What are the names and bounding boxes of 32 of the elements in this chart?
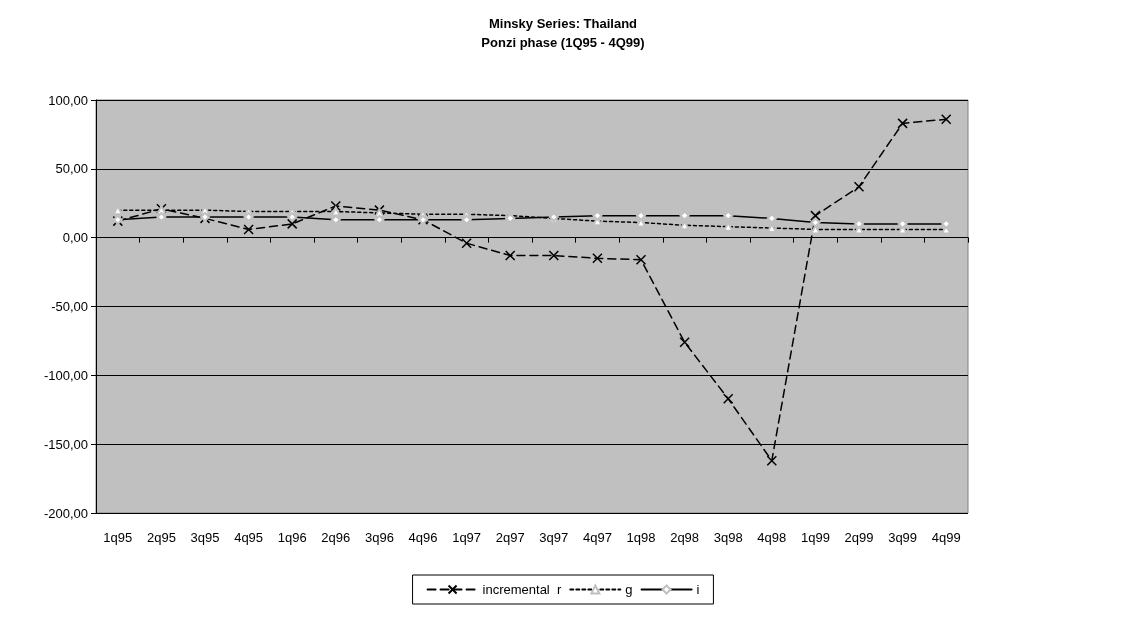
y-tick-label: -150,00 <box>43 436 88 452</box>
y-tick-label: -200,00 <box>43 505 88 521</box>
x-tick-label: 3q99 <box>888 530 918 545</box>
x-tick-label: 3q98 <box>713 530 743 545</box>
x-tick-label: 4q95 <box>234 530 264 545</box>
x-tick-label: 3q95 <box>190 530 220 545</box>
x-tick-label: 2q95 <box>146 530 176 545</box>
x-tick-label: 1q99 <box>800 530 830 545</box>
y-tick-label: -50,00 <box>51 299 88 314</box>
y-tick-label: 100,00 <box>48 92 88 108</box>
legend-label: g <box>625 582 633 597</box>
legend-label: i <box>696 582 700 597</box>
x-tick-label: 4q99 <box>931 530 961 545</box>
x-tick-label: 2q98 <box>670 530 700 545</box>
x-tick-label: 1q95 <box>103 530 133 545</box>
x-tick-label: 2q96 <box>321 530 351 545</box>
x-tick-label: 3q96 <box>364 530 394 545</box>
x-tick-label: 3q97 <box>539 530 569 545</box>
chart-subtitle: Ponzi phase (1Q95 - 4Q99) <box>481 35 645 50</box>
x-tick-label: 1q96 <box>277 530 307 545</box>
x-tick-label: 4q96 <box>408 530 438 545</box>
x-tick-label: 1q97 <box>452 530 482 545</box>
y-tick-label: 50,00 <box>55 161 88 177</box>
x-tick-label: 1q98 <box>626 530 656 545</box>
x-tick-label: 4q97 <box>582 530 612 545</box>
x-tick-label: 4q98 <box>757 530 787 545</box>
chart-title: Minsky Series: Thailand <box>488 16 638 31</box>
x-tick-label: 2q99 <box>844 530 874 545</box>
y-tick-label: 0,00 <box>62 230 88 246</box>
legend-label: incremental r <box>482 582 562 597</box>
x-tick-label: 2q97 <box>495 530 525 545</box>
y-tick-label: -100,00 <box>43 367 88 383</box>
